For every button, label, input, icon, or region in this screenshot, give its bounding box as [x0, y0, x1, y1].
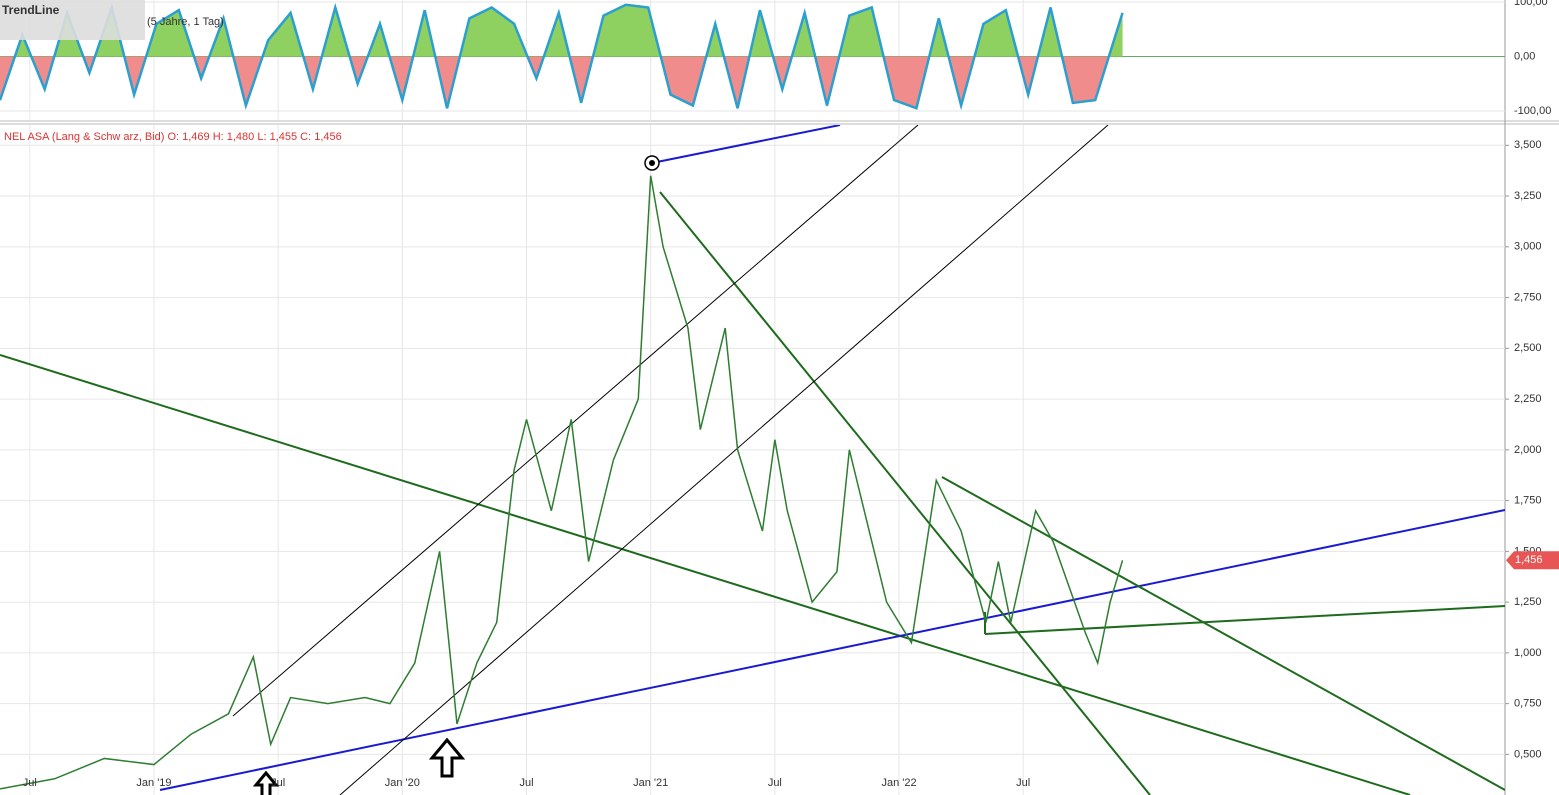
x-tick-label: Jul: [23, 777, 37, 789]
osc-line: [0, 2, 1124, 111]
arrow-up: [428, 737, 466, 778]
x-tick-label: Jul: [1016, 777, 1030, 789]
trendline: [659, 191, 1151, 795]
x-tick-label: Jan '21: [633, 777, 668, 789]
trendline: [941, 476, 1505, 791]
osc-area-pos: [0, 4, 1123, 57]
trendline: [651, 125, 841, 164]
x-tick-label: Jul: [271, 777, 285, 789]
y-tick-label: 0,00: [1514, 50, 1535, 62]
price-line: [0, 175, 1124, 790]
channel-lines: [232, 125, 1109, 795]
x-tick-label: Jan '20: [385, 777, 420, 789]
anchor-point: [649, 160, 655, 166]
x-tick-label: Jan '19: [136, 777, 171, 789]
y-tick-label: 0,500: [1514, 748, 1542, 760]
indicator-box: [0, 0, 145, 40]
y-tick-label: 3,000: [1514, 241, 1542, 253]
last-price-tag: [1506, 551, 1559, 570]
y-tick-label: 2,500: [1514, 342, 1542, 354]
y-tick-label: 1,250: [1514, 596, 1542, 608]
channel-line: [232, 125, 919, 717]
last-price-label: 1,456: [1515, 554, 1543, 566]
trendline: [984, 605, 1505, 635]
y-tick-label: 3,500: [1514, 139, 1542, 151]
y-tick-label: 2,250: [1514, 393, 1542, 405]
y-tick-label: 1,750: [1514, 495, 1542, 507]
x-tick-label: Jan '22: [881, 777, 916, 789]
trendline: [0, 354, 1411, 795]
x-tick-label: Jul: [768, 777, 782, 789]
y-tick-label: 2,750: [1514, 291, 1542, 303]
period-label: (5 Jahre, 1 Tag): [147, 16, 224, 28]
x-tick-label: Jul: [519, 777, 533, 789]
price-legend: NEL ASA (Lang & Schw arz, Bid) O: 1,469 …: [4, 131, 342, 143]
y-tick-label: 100,00: [1514, 0, 1548, 8]
y-tick-label: 1,000: [1514, 647, 1542, 659]
arrow-up: [252, 770, 280, 795]
channel-line: [339, 125, 1109, 795]
y-tick-label: 3,250: [1514, 190, 1542, 202]
indicator-title: TrendLine: [2, 3, 60, 17]
y-tick-label: 2,000: [1514, 444, 1542, 456]
y-tick-label: 0,750: [1514, 698, 1542, 710]
osc-area-neg: [0, 56, 1123, 109]
trendlines: [0, 125, 1505, 795]
y-tick-label: -100,00: [1514, 105, 1551, 117]
trendline: [159, 509, 1505, 791]
